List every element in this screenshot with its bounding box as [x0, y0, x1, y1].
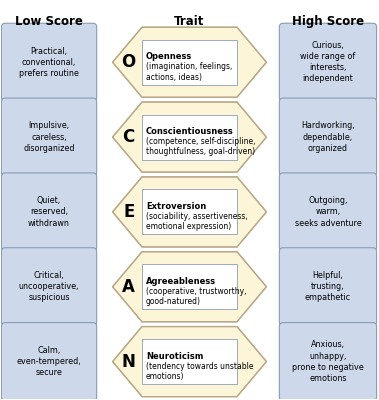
FancyBboxPatch shape [279, 23, 377, 101]
Text: High Score: High Score [292, 15, 364, 28]
Bar [142, 190, 237, 234]
Text: O: O [122, 53, 136, 71]
Bar [142, 115, 237, 160]
Text: (sociability, assertiveness,
emotional expression): (sociability, assertiveness, emotional e… [146, 212, 248, 231]
Text: Extroversion: Extroversion [146, 202, 206, 211]
Text: C: C [123, 128, 135, 146]
Text: Curious,
wide range of
interests,
independent: Curious, wide range of interests, indepe… [300, 41, 356, 83]
Text: (tendency towards unstable
emotions): (tendency towards unstable emotions) [146, 362, 254, 381]
Bar [142, 264, 237, 309]
Text: Anxious,
unhappy,
prone to negative
emotions: Anxious, unhappy, prone to negative emot… [292, 340, 364, 383]
Text: N: N [122, 352, 136, 370]
Polygon shape [113, 252, 266, 322]
Text: Quiet,
reserved,
withdrawn: Quiet, reserved, withdrawn [28, 196, 70, 228]
FancyBboxPatch shape [2, 322, 97, 400]
Polygon shape [113, 27, 266, 97]
Text: (cooperative, trustworthy,
good-natured): (cooperative, trustworthy, good-natured) [146, 287, 246, 306]
Polygon shape [113, 326, 266, 397]
Polygon shape [113, 102, 266, 172]
FancyBboxPatch shape [279, 98, 377, 176]
Text: Neuroticism: Neuroticism [146, 352, 203, 360]
FancyBboxPatch shape [279, 173, 377, 251]
Text: Outgoing,
warm,
seeks adventure: Outgoing, warm, seeks adventure [294, 196, 361, 228]
Text: E: E [123, 203, 135, 221]
FancyBboxPatch shape [279, 248, 377, 326]
Text: Conscientiousness: Conscientiousness [146, 127, 234, 136]
Bar [142, 40, 237, 85]
Text: (competence, self-discipline,
thoughtfulness, goal-driven): (competence, self-discipline, thoughtful… [146, 137, 255, 156]
Text: Agreeableness: Agreeableness [146, 277, 216, 286]
FancyBboxPatch shape [2, 23, 97, 101]
Text: Impulsive,
careless,
disorganized: Impulsive, careless, disorganized [23, 122, 75, 153]
Text: Helpful,
trusting,
empathetic: Helpful, trusting, empathetic [305, 271, 351, 302]
FancyBboxPatch shape [279, 322, 377, 400]
FancyBboxPatch shape [2, 248, 97, 326]
Text: Trait: Trait [174, 15, 205, 28]
FancyBboxPatch shape [2, 98, 97, 176]
Text: Hardworking,
dependable,
organized: Hardworking, dependable, organized [301, 122, 355, 153]
FancyBboxPatch shape [2, 173, 97, 251]
Polygon shape [113, 177, 266, 247]
Text: Calm,
even-tempered,
secure: Calm, even-tempered, secure [17, 346, 81, 377]
Text: Openness: Openness [146, 52, 192, 61]
Text: Critical,
uncooperative,
suspicious: Critical, uncooperative, suspicious [19, 271, 79, 302]
Text: (imagination, feelings,
actions, ideas): (imagination, feelings, actions, ideas) [146, 62, 232, 82]
Text: A: A [122, 278, 135, 296]
Text: Practical,
conventional,
prefers routine: Practical, conventional, prefers routine [19, 47, 79, 78]
Bar [142, 339, 237, 384]
Text: Low Score: Low Score [15, 15, 83, 28]
